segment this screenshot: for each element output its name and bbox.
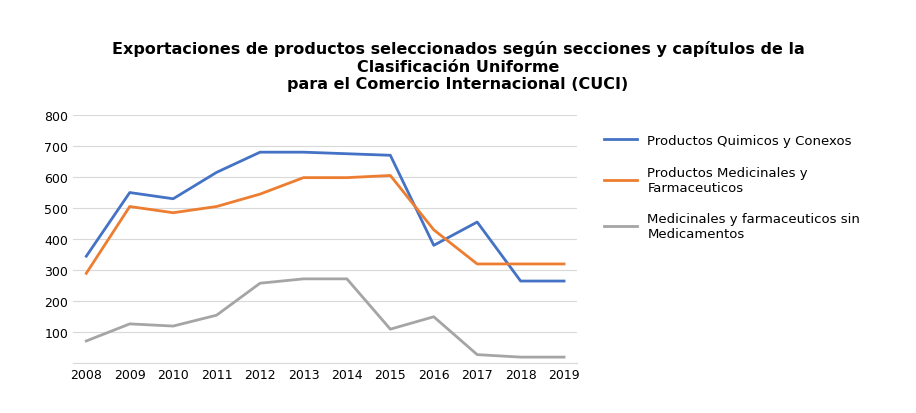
Productos Quimicos y Conexos	[255, 150, 266, 155]
Productos Quimicos y Conexos	[168, 197, 179, 202]
Productos Medicinales y
Farmaceuticos	[385, 173, 396, 178]
Line: Medicinales y farmaceuticos sin
Medicamentos: Medicinales y farmaceuticos sin Medicame…	[86, 279, 564, 357]
Productos Medicinales y
Farmaceuticos	[125, 204, 136, 209]
Line: Productos Medicinales y
Farmaceuticos: Productos Medicinales y Farmaceuticos	[86, 176, 564, 274]
Productos Quimicos y Conexos	[385, 154, 396, 159]
Medicinales y farmaceuticos sin
Medicamentos	[472, 352, 483, 357]
Productos Medicinales y
Farmaceuticos	[559, 262, 570, 267]
Productos Quimicos y Conexos	[515, 279, 526, 284]
Productos Quimicos y Conexos	[342, 152, 353, 157]
Medicinales y farmaceuticos sin
Medicamentos	[559, 355, 570, 360]
Productos Medicinales y
Farmaceuticos	[255, 192, 266, 197]
Productos Quimicos y Conexos	[559, 279, 570, 284]
Productos Medicinales y
Farmaceuticos	[211, 204, 222, 209]
Productos Quimicos y Conexos	[125, 191, 136, 196]
Productos Medicinales y
Farmaceuticos	[168, 211, 179, 216]
Productos Quimicos y Conexos	[429, 243, 440, 248]
Productos Medicinales y
Farmaceuticos	[515, 262, 526, 267]
Productos Quimicos y Conexos	[81, 254, 92, 259]
Medicinales y farmaceuticos sin
Medicamentos	[515, 355, 526, 360]
Productos Medicinales y
Farmaceuticos	[472, 262, 483, 267]
Legend: Productos Quimicos y Conexos, Productos Medicinales y
Farmaceuticos, Medicinales: Productos Quimicos y Conexos, Productos …	[604, 135, 860, 241]
Medicinales y farmaceuticos sin
Medicamentos	[211, 313, 222, 318]
Productos Medicinales y
Farmaceuticos	[342, 176, 353, 181]
Medicinales y farmaceuticos sin
Medicamentos	[81, 339, 92, 344]
Text: Exportaciones de productos seleccionados según secciones y capítulos de la
Clasi: Exportaciones de productos seleccionados…	[112, 41, 804, 92]
Productos Medicinales y
Farmaceuticos	[81, 271, 92, 276]
Medicinales y farmaceuticos sin
Medicamentos	[385, 327, 396, 332]
Line: Productos Quimicos y Conexos: Productos Quimicos y Conexos	[86, 153, 564, 281]
Medicinales y farmaceuticos sin
Medicamentos	[298, 277, 309, 282]
Productos Quimicos y Conexos	[298, 150, 309, 155]
Productos Medicinales y
Farmaceuticos	[429, 228, 440, 233]
Productos Quimicos y Conexos	[211, 171, 222, 176]
Medicinales y farmaceuticos sin
Medicamentos	[255, 281, 266, 286]
Productos Quimicos y Conexos	[472, 220, 483, 225]
Medicinales y farmaceuticos sin
Medicamentos	[429, 315, 440, 320]
Medicinales y farmaceuticos sin
Medicamentos	[168, 324, 179, 329]
Medicinales y farmaceuticos sin
Medicamentos	[125, 322, 136, 327]
Productos Medicinales y
Farmaceuticos	[298, 176, 309, 181]
Medicinales y farmaceuticos sin
Medicamentos	[342, 277, 353, 282]
